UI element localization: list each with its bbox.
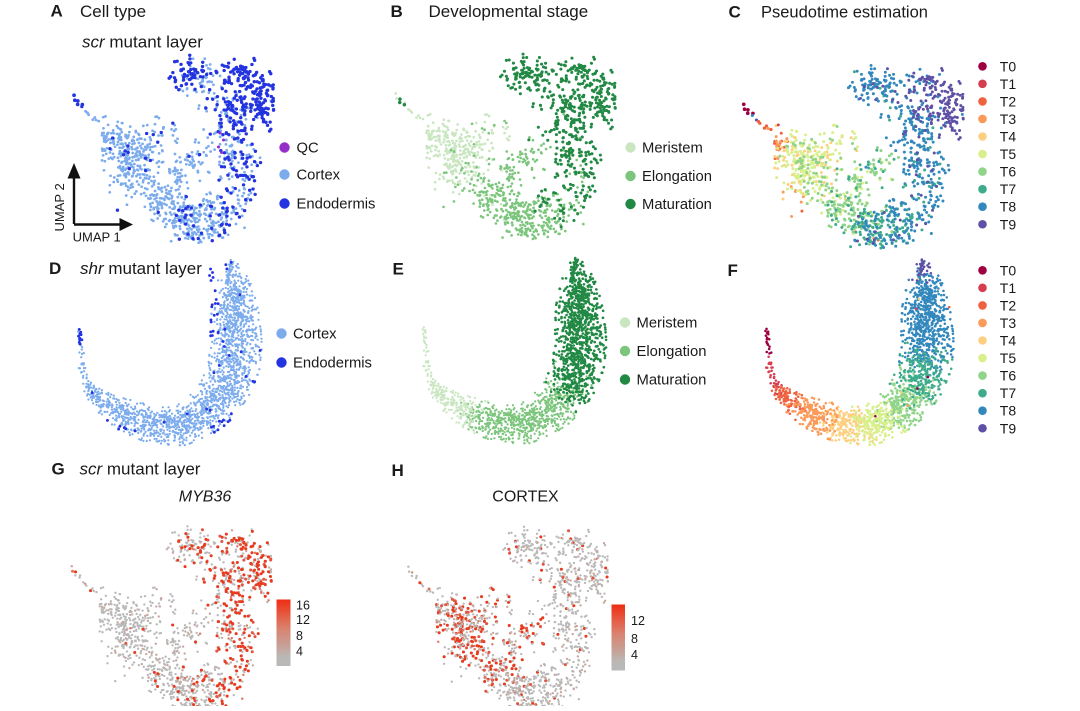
svg-text:Cortex: Cortex <box>297 168 341 184</box>
svg-text:B: B <box>391 2 403 21</box>
svg-text:H: H <box>392 461 404 480</box>
svg-text:Developmental stage: Developmental stage <box>429 2 589 21</box>
svg-text:Cell type: Cell type <box>80 2 146 21</box>
svg-text:F: F <box>728 261 738 280</box>
svg-text:T9: T9 <box>1000 216 1017 232</box>
svg-text:16: 16 <box>296 599 310 613</box>
svg-text:Elongation: Elongation <box>637 344 707 360</box>
svg-text:Meristem: Meristem <box>637 316 698 332</box>
svg-text:shr mutant layer: shr mutant layer <box>80 259 202 278</box>
svg-text:CORTEX: CORTEX <box>492 489 559 506</box>
svg-text:T1: T1 <box>1000 280 1017 296</box>
svg-text:T8: T8 <box>1000 403 1017 419</box>
svg-text:QC: QC <box>297 141 320 157</box>
svg-text:T7: T7 <box>1000 181 1017 197</box>
svg-text:T2: T2 <box>1000 93 1017 109</box>
svg-text:scr mutant layer: scr mutant layer <box>80 460 201 479</box>
svg-text:C: C <box>729 3 741 22</box>
svg-text:12: 12 <box>631 614 645 628</box>
svg-text:12: 12 <box>296 613 310 627</box>
svg-text:E: E <box>393 260 404 279</box>
svg-text:UMAP 1: UMAP 1 <box>73 230 121 245</box>
svg-text:T0: T0 <box>1000 262 1017 278</box>
svg-text:Meristem: Meristem <box>642 141 703 157</box>
svg-text:Cortex: Cortex <box>293 327 337 343</box>
svg-text:8: 8 <box>296 629 303 643</box>
svg-text:Pseudotime estimation: Pseudotime estimation <box>761 4 928 22</box>
svg-text:T9: T9 <box>1000 420 1017 436</box>
svg-text:T3: T3 <box>1000 315 1017 331</box>
svg-text:Elongation: Elongation <box>642 169 712 185</box>
svg-text:T6: T6 <box>1000 368 1017 384</box>
svg-text:T2: T2 <box>1000 297 1017 313</box>
svg-text:T5: T5 <box>1000 146 1017 162</box>
svg-text:MYB36: MYB36 <box>179 489 232 506</box>
svg-text:Maturation: Maturation <box>637 373 707 389</box>
svg-text:G: G <box>52 460 65 479</box>
svg-text:UMAP 2: UMAP 2 <box>52 183 67 231</box>
svg-text:T6: T6 <box>1000 164 1017 180</box>
svg-text:T8: T8 <box>1000 199 1017 215</box>
svg-text:T3: T3 <box>1000 111 1017 127</box>
svg-text:Maturation: Maturation <box>642 197 712 213</box>
svg-text:8: 8 <box>631 632 638 646</box>
svg-text:Endodermis: Endodermis <box>297 197 376 213</box>
svg-text:scr mutant layer: scr mutant layer <box>82 33 203 52</box>
svg-text:T1: T1 <box>1000 76 1017 92</box>
svg-text:T5: T5 <box>1000 350 1017 366</box>
svg-text:T7: T7 <box>1000 385 1017 401</box>
svg-text:T4: T4 <box>1000 129 1017 145</box>
svg-text:D: D <box>49 259 61 278</box>
svg-text:T4: T4 <box>1000 333 1017 349</box>
svg-text:A: A <box>51 2 63 21</box>
svg-text:T0: T0 <box>1000 58 1017 74</box>
svg-text:4: 4 <box>631 648 638 662</box>
svg-text:Endodermis: Endodermis <box>293 356 372 372</box>
svg-text:4: 4 <box>296 645 303 659</box>
